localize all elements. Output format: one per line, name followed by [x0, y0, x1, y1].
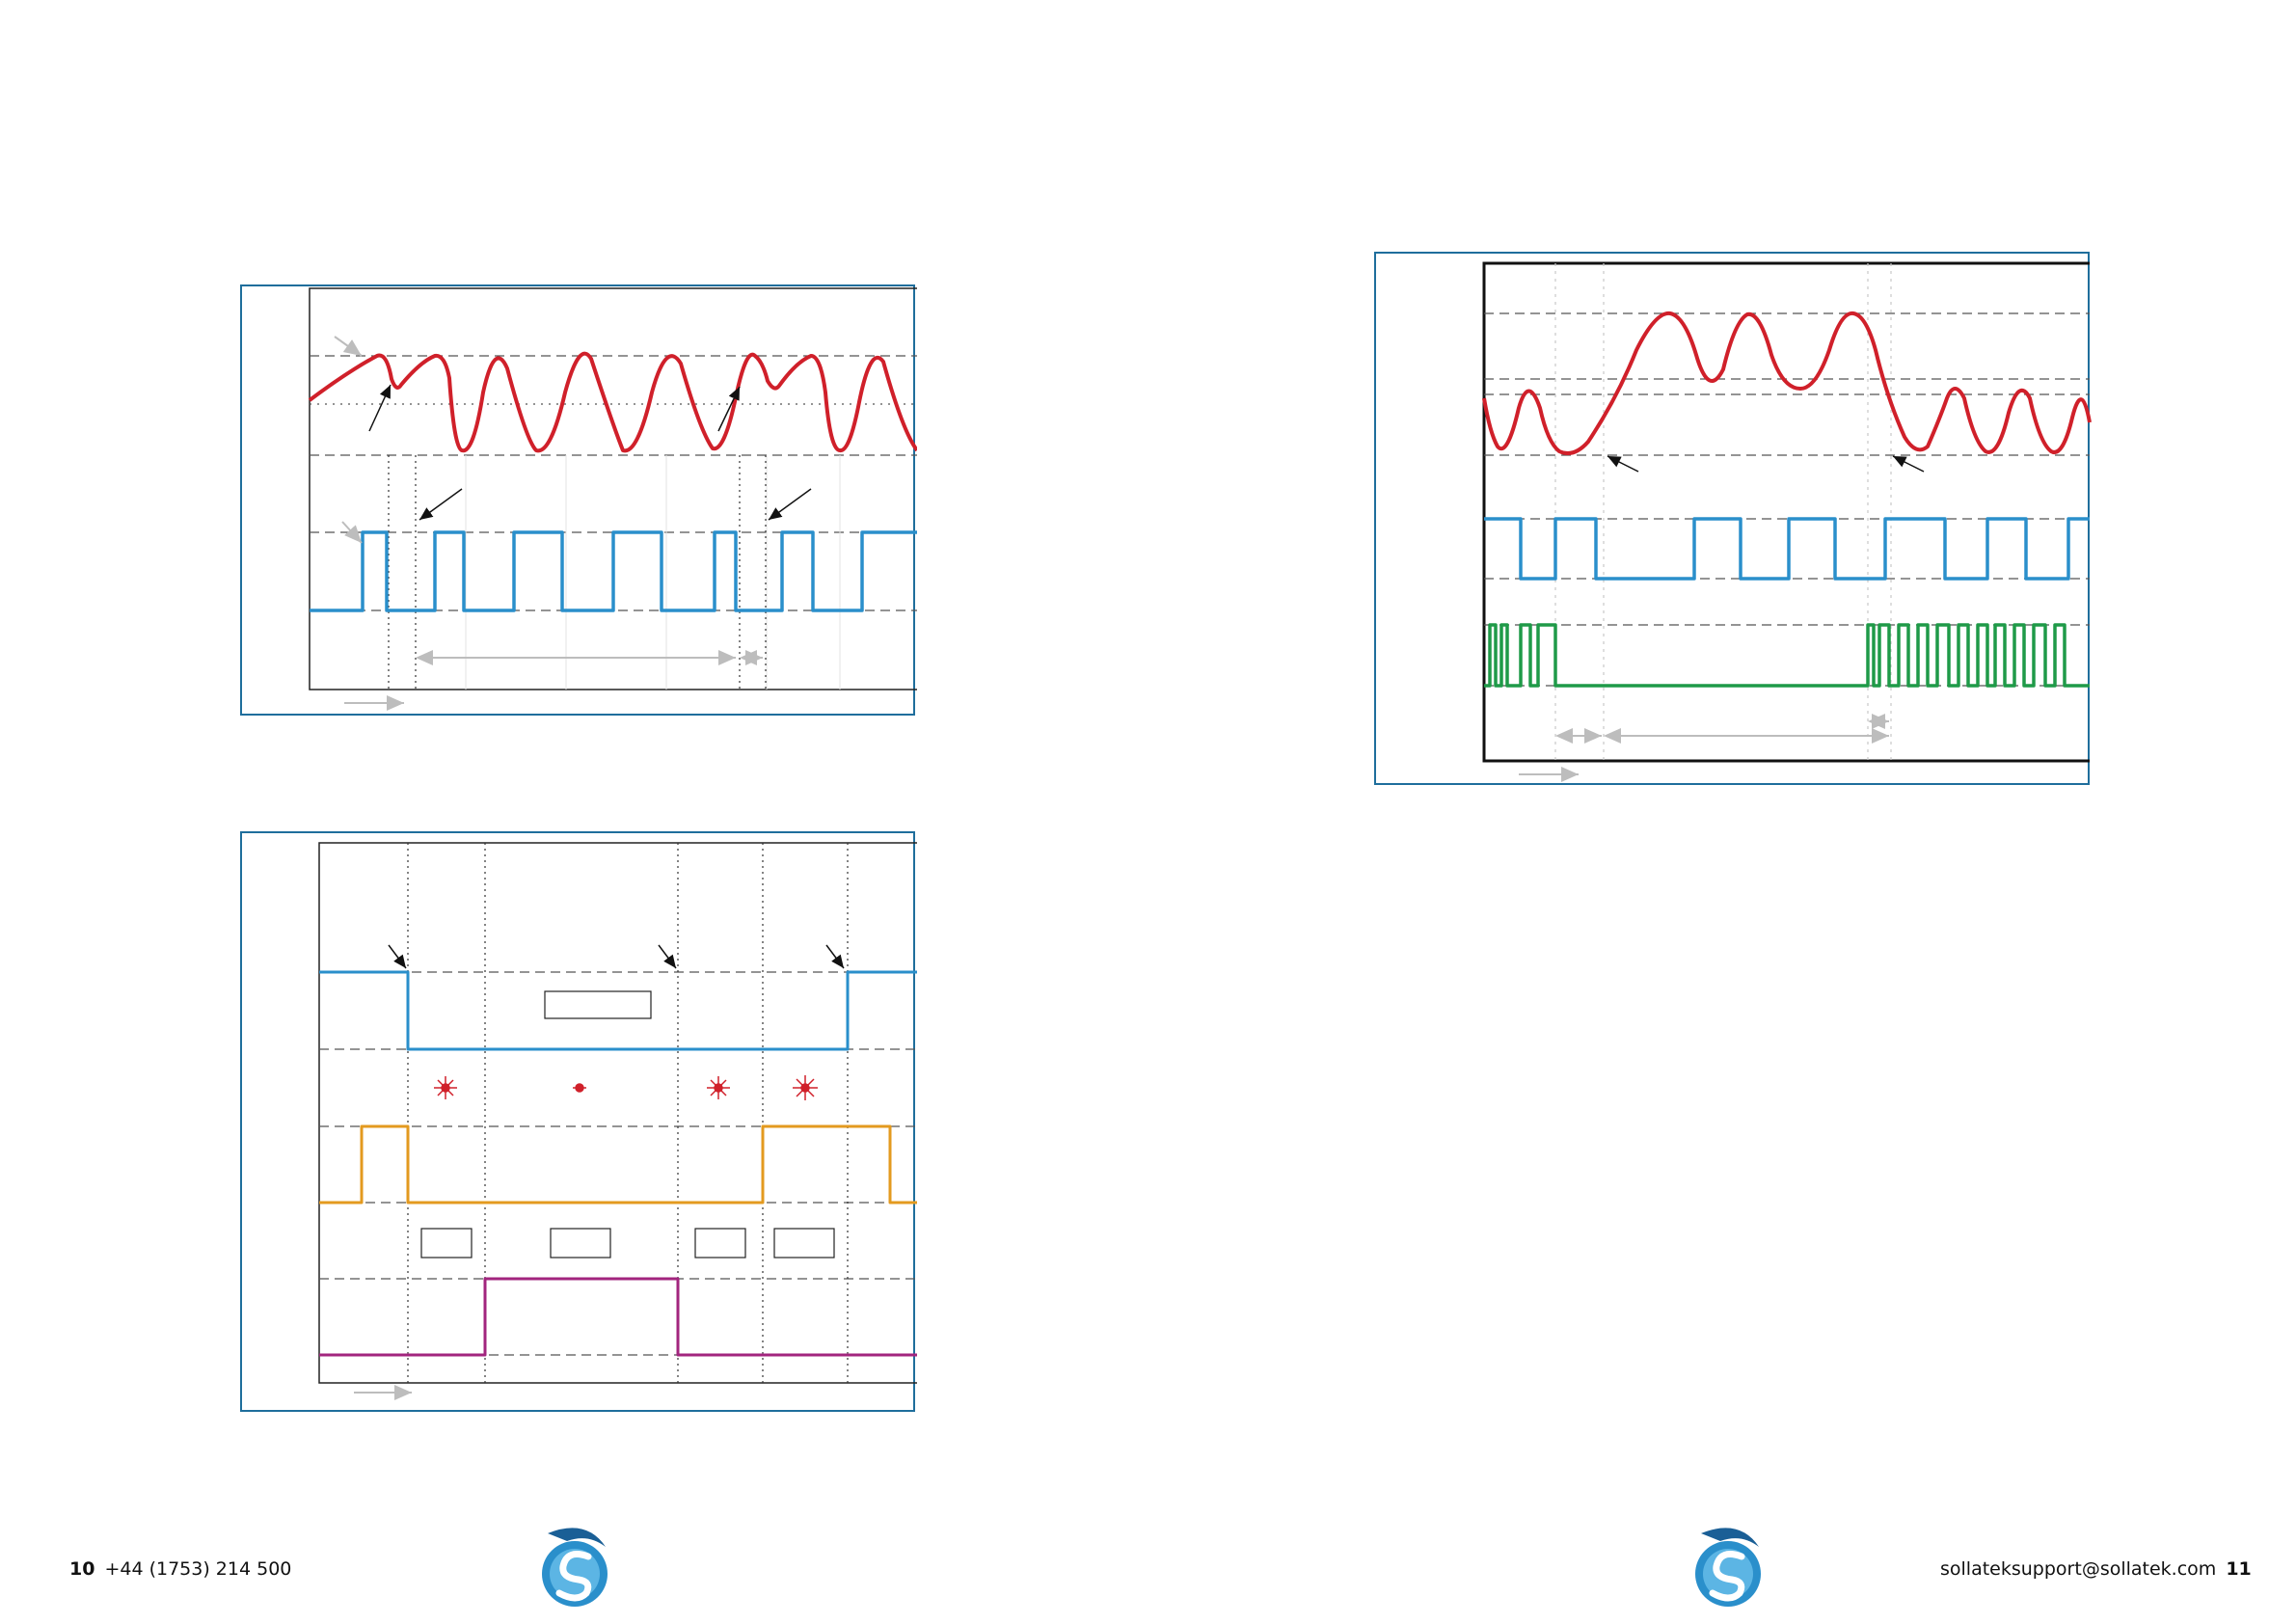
state-box [420, 1228, 473, 1259]
grey-arrows [1519, 714, 1889, 782]
annotation-arrows [388, 944, 845, 969]
email-address[interactable]: sollateksupport@sollatek.com [1940, 1558, 2217, 1580]
plot-frame [1482, 261, 2090, 763]
time-markers [1554, 263, 1892, 761]
sollatek-logo-icon [1691, 1524, 1769, 1610]
reference-lines [1484, 312, 2090, 687]
state-box [550, 1228, 611, 1259]
footer-right: sollateksupport@sollatek.com 11 [1940, 1558, 2252, 1580]
spark-icon [434, 1076, 457, 1099]
spark-icon [707, 1076, 730, 1099]
diagram-canvas [308, 287, 917, 711]
timing-diagram-bottom-left [240, 831, 917, 1412]
red-trace [308, 351, 917, 453]
state-box [544, 990, 652, 1019]
blue-trace [1484, 517, 2090, 581]
diagram-canvas [318, 842, 917, 1400]
page-number-right: 11 [2226, 1558, 2252, 1580]
blue-trace [310, 530, 917, 612]
spark-icon [573, 1083, 586, 1093]
timing-diagram-top-right [1374, 252, 2092, 785]
plot-frame [309, 287, 917, 690]
timing-diagram-top-left [240, 284, 917, 716]
diagram-canvas [1482, 261, 2092, 782]
page-number-left: 10 [69, 1558, 95, 1580]
sollatek-logo-icon [538, 1524, 615, 1610]
blue-trace [319, 970, 917, 1051]
annotation-arrows [368, 384, 812, 521]
state-box [773, 1228, 835, 1259]
time-markers [388, 455, 767, 690]
grey-arrows [334, 336, 763, 711]
red-trace [1482, 311, 2092, 455]
purple-trace [319, 1277, 917, 1357]
phone-number: +44 (1753) 214 500 [104, 1558, 292, 1580]
green-trace [1484, 623, 2090, 688]
orange-trace [319, 1124, 917, 1204]
annotation-arrows [1607, 455, 1925, 473]
time-markers [407, 843, 849, 1383]
footer-left: 10 +44 (1753) 214 500 [69, 1558, 291, 1580]
state-box [694, 1228, 746, 1259]
vertical-grid [465, 455, 841, 690]
spark-icon [793, 1075, 818, 1100]
plot-frame [318, 842, 917, 1384]
